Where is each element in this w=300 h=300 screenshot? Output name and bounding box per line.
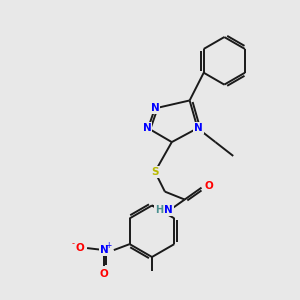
Text: H: H bbox=[155, 206, 163, 215]
Text: N: N bbox=[194, 123, 203, 133]
Text: N: N bbox=[100, 245, 108, 255]
Text: S: S bbox=[151, 167, 159, 177]
Text: -: - bbox=[72, 238, 75, 247]
Text: O: O bbox=[100, 269, 108, 279]
Text: N: N bbox=[164, 206, 173, 215]
Text: +: + bbox=[106, 241, 112, 250]
Text: O: O bbox=[76, 243, 85, 253]
Text: O: O bbox=[204, 181, 213, 191]
Text: N: N bbox=[143, 123, 152, 133]
Text: N: N bbox=[151, 103, 159, 113]
